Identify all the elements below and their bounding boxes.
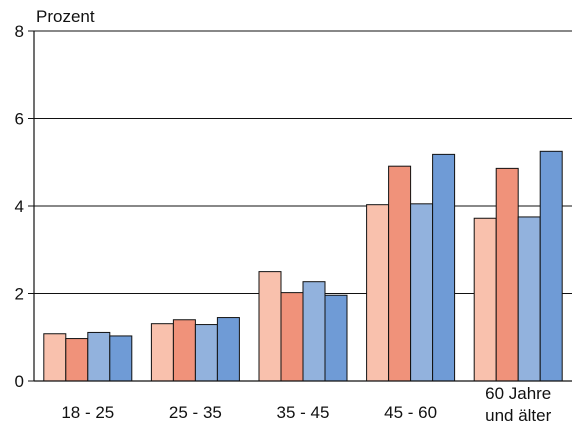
bar-series-2-4 (388, 165, 412, 382)
bar-series-1-2 (150, 323, 174, 382)
bar-series-4-4 (432, 153, 456, 382)
bar-series-4-2 (216, 317, 240, 382)
bar-series-3-3 (302, 281, 326, 382)
y-tick-labels: 0 2 4 6 8 (15, 22, 24, 391)
y-tick-label: 6 (15, 110, 24, 129)
x-category-label: 18 - 25 (61, 403, 114, 422)
bar-series-2-3 (280, 292, 304, 382)
bar-series-3-1 (87, 331, 111, 382)
bar-series-4-1 (109, 335, 133, 382)
x-category-label: 35 - 45 (277, 403, 330, 422)
x-category-label: 25 - 35 (169, 403, 222, 422)
y-tick-label: 0 (15, 372, 24, 391)
axes (33, 31, 572, 382)
x-category-label: 45 - 60 (384, 403, 437, 422)
bar-series-4-5 (539, 150, 563, 382)
bar-series-1-4 (366, 204, 390, 382)
bar-series-3-5 (517, 216, 541, 382)
bar-series-2-5 (495, 167, 519, 382)
y-tick-label: 4 (15, 197, 24, 216)
y-tick-label: 2 (15, 285, 24, 304)
y-tick-label: 8 (15, 22, 24, 41)
bar-series-2-1 (65, 338, 89, 382)
x-category-labels: 18 - 25 25 - 35 35 - 45 45 - 60 60 Jahre und … (61, 384, 551, 425)
bar-series-1-3 (258, 271, 282, 382)
bar-series-4-3 (324, 294, 348, 382)
y-axis-label: Prozent (36, 7, 95, 26)
x-category-label: 60 Jahre und älter (485, 384, 551, 425)
bar-series-1-1 (43, 333, 67, 382)
bar-series-1-5 (473, 217, 497, 382)
bar-series-3-4 (410, 203, 434, 382)
bar-series-2-2 (172, 319, 196, 382)
bar-series-3-2 (194, 324, 218, 382)
bars (43, 150, 563, 382)
